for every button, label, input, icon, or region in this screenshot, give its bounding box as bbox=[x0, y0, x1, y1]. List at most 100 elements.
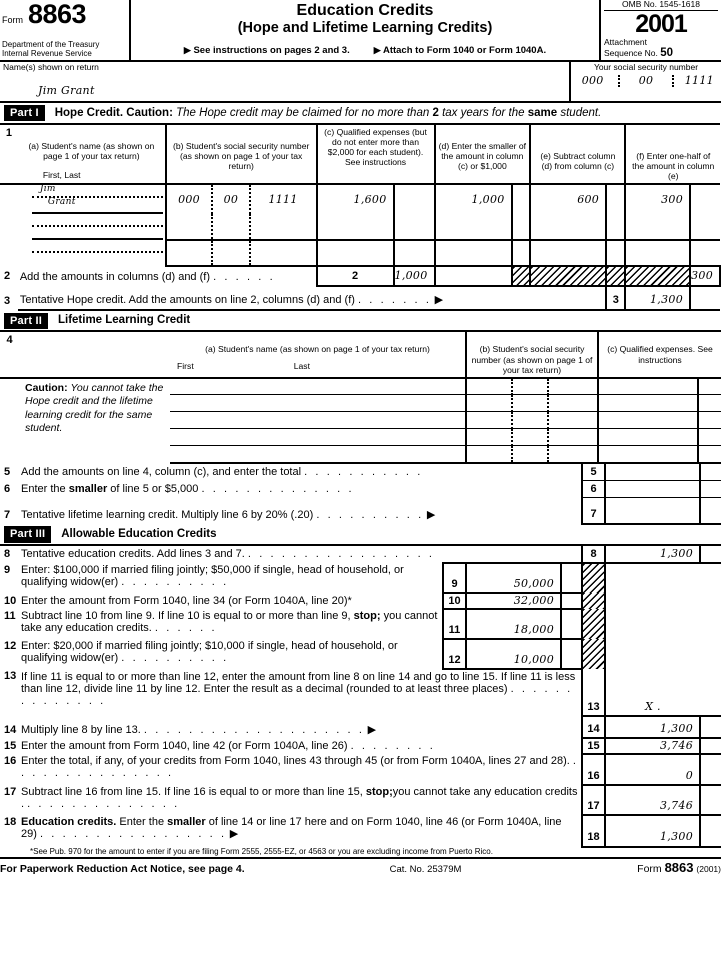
line-12-cents[interactable] bbox=[560, 638, 583, 670]
part-2-col-c[interactable] bbox=[598, 428, 698, 447]
line-14-cents[interactable] bbox=[699, 715, 721, 739]
ssn-field-wrapper[interactable]: Your social security number 000 00 1111 bbox=[571, 62, 721, 101]
line-2-col-d[interactable]: 1,000 bbox=[393, 265, 435, 288]
student-col-d[interactable] bbox=[434, 214, 512, 242]
line-12-value[interactable]: 10,000 bbox=[466, 638, 561, 670]
col-f-cents[interactable] bbox=[689, 214, 720, 242]
student-ssn-1[interactable] bbox=[165, 240, 213, 268]
line-13-value[interactable]: X . bbox=[605, 668, 700, 717]
part-2-ssn-3[interactable] bbox=[547, 428, 599, 447]
student-ssn-2[interactable]: 00 bbox=[211, 184, 250, 215]
line-10-cents[interactable] bbox=[560, 592, 583, 610]
part-2-ssn-1[interactable] bbox=[466, 445, 512, 464]
part-2-ssn-2[interactable] bbox=[511, 411, 548, 430]
part-2-col-c-cents[interactable] bbox=[697, 411, 721, 430]
student-col-e[interactable] bbox=[530, 214, 607, 242]
col-c-cents[interactable] bbox=[392, 240, 436, 268]
col-d-cents[interactable] bbox=[510, 184, 532, 215]
line-8-value[interactable]: 1,300 bbox=[605, 543, 700, 564]
line-11-value[interactable]: 18,000 bbox=[466, 608, 561, 640]
student-ssn-3[interactable] bbox=[248, 240, 318, 268]
col-e-cents[interactable] bbox=[605, 184, 627, 215]
part-2-col-c[interactable] bbox=[598, 394, 698, 413]
student-col-d[interactable]: 1,000 bbox=[471, 193, 505, 207]
line-10-value[interactable]: 32,000 bbox=[466, 592, 561, 610]
line-8-cents[interactable] bbox=[699, 543, 721, 564]
part-2-name-field[interactable] bbox=[170, 445, 467, 464]
student-col-c[interactable]: 1,600 bbox=[353, 193, 387, 207]
student-first-name[interactable]: Jim bbox=[39, 184, 56, 195]
line-18-cents[interactable] bbox=[699, 814, 721, 848]
student-col-c[interactable] bbox=[316, 240, 394, 268]
line-18-value[interactable]: 1,300 bbox=[605, 814, 700, 848]
line-6-value[interactable] bbox=[605, 480, 700, 499]
student-col-f[interactable] bbox=[625, 214, 690, 242]
line-17-cents[interactable] bbox=[699, 784, 721, 816]
col-f-cents[interactable] bbox=[689, 184, 720, 215]
student-last-name[interactable]: Grant bbox=[47, 197, 76, 208]
line-9-value[interactable]: 50,000 bbox=[466, 561, 561, 594]
part-2-col-c[interactable] bbox=[598, 377, 698, 396]
part-2-ssn-2[interactable] bbox=[511, 394, 548, 413]
part-2-ssn-1[interactable] bbox=[466, 377, 512, 396]
student-name-cell[interactable] bbox=[17, 214, 167, 241]
student-col-c[interactable] bbox=[316, 214, 394, 242]
line-2-col-f[interactable]: 300 bbox=[690, 265, 720, 288]
part-2-name-field[interactable] bbox=[170, 377, 467, 396]
ssn-part-1[interactable]: 000 bbox=[581, 73, 604, 87]
student-col-e[interactable]: 600 bbox=[577, 193, 600, 207]
col-e-cents[interactable] bbox=[605, 240, 627, 268]
line-5-cents[interactable] bbox=[699, 463, 721, 482]
line-3-cents[interactable] bbox=[689, 286, 720, 312]
student-col-d[interactable] bbox=[434, 240, 512, 268]
ssn-values[interactable]: 000 00 1111 bbox=[573, 73, 719, 87]
line-14-value[interactable]: 1,300 bbox=[605, 715, 700, 739]
part-2-name-field[interactable] bbox=[170, 428, 467, 447]
part-2-ssn-3[interactable] bbox=[547, 377, 599, 396]
student-col-f[interactable]: 300 bbox=[661, 193, 683, 207]
student-ssn-3[interactable] bbox=[248, 214, 318, 242]
part-2-ssn-3[interactable] bbox=[547, 445, 599, 464]
line-7-value[interactable] bbox=[605, 497, 700, 525]
line-5-value[interactable] bbox=[605, 463, 700, 482]
line-3-value[interactable]: 1,300 bbox=[625, 286, 690, 312]
part-2-ssn-1[interactable] bbox=[466, 428, 512, 447]
line-7-cents[interactable] bbox=[699, 497, 721, 525]
ssn-part-3[interactable]: 1111 bbox=[684, 73, 714, 87]
line-16-value[interactable]: 0 bbox=[605, 753, 700, 786]
line-13-cents[interactable] bbox=[700, 668, 721, 717]
line-9-cents[interactable] bbox=[560, 561, 583, 594]
student-col-e[interactable] bbox=[530, 240, 607, 268]
name-value[interactable]: Jim Grant bbox=[38, 83, 95, 97]
ssn-part-2[interactable]: 00 bbox=[638, 73, 654, 87]
line-11-cents[interactable] bbox=[560, 608, 583, 640]
part-2-col-c-cents[interactable] bbox=[697, 428, 721, 447]
col-c-cents[interactable] bbox=[392, 184, 436, 215]
part-2-ssn-2[interactable] bbox=[511, 377, 548, 396]
part-2-ssn-2[interactable] bbox=[511, 428, 548, 447]
part-2-ssn-1[interactable] bbox=[466, 394, 512, 413]
part-2-name-field[interactable] bbox=[170, 394, 467, 413]
student-ssn-2[interactable] bbox=[211, 214, 250, 242]
student-name-cell[interactable] bbox=[17, 240, 167, 267]
part-2-ssn-3[interactable] bbox=[547, 411, 599, 430]
part-2-col-c[interactable] bbox=[598, 411, 698, 430]
student-col-f[interactable] bbox=[625, 240, 690, 268]
line-6-cents[interactable] bbox=[699, 480, 721, 499]
student-ssn-1[interactable]: 000 bbox=[178, 193, 200, 207]
part-2-col-c-cents[interactable] bbox=[697, 394, 721, 413]
part-2-col-c-cents[interactable] bbox=[697, 377, 721, 396]
col-d-cents[interactable] bbox=[510, 240, 532, 268]
part-2-col-c-cents[interactable] bbox=[697, 445, 721, 464]
student-name-cell[interactable]: Jim Grant bbox=[17, 184, 167, 215]
line-17-value[interactable]: 3,746 bbox=[605, 784, 700, 816]
line-15-value[interactable]: 3,746 bbox=[605, 737, 700, 755]
col-c-cents[interactable] bbox=[392, 214, 436, 242]
student-ssn-1[interactable] bbox=[165, 214, 213, 242]
part-2-ssn-3[interactable] bbox=[547, 394, 599, 413]
part-2-ssn-1[interactable] bbox=[466, 411, 512, 430]
part-2-col-c[interactable] bbox=[598, 445, 698, 464]
col-f-cents[interactable] bbox=[689, 240, 720, 268]
student-ssn-2[interactable] bbox=[211, 240, 250, 268]
name-field-wrapper[interactable]: Name(s) shown on return Jim Grant bbox=[0, 62, 571, 101]
